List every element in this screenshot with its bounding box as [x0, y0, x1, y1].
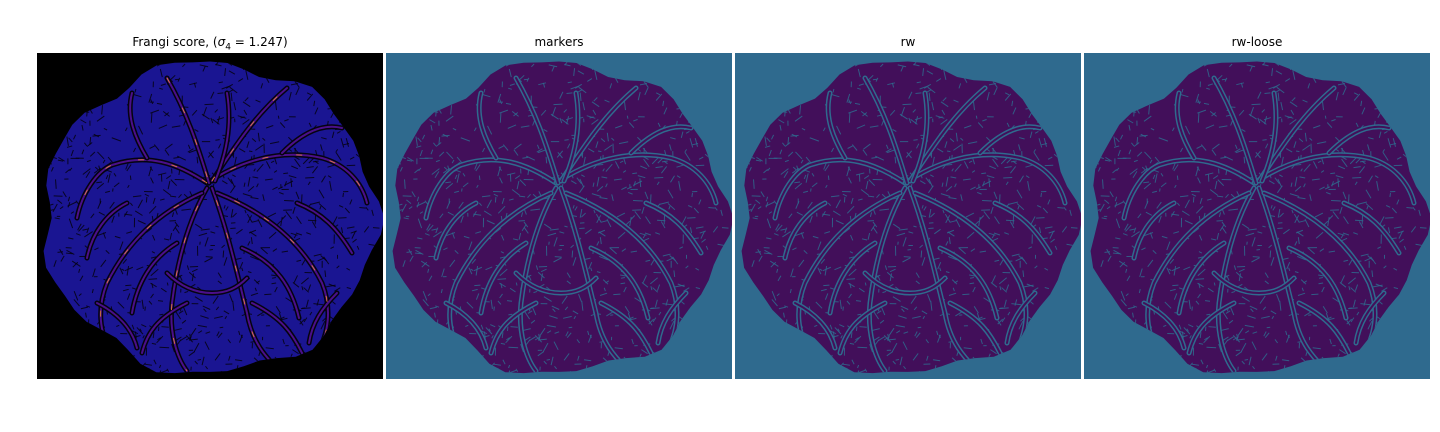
- markers-image: [386, 53, 732, 379]
- title-prefix: Frangi score, (: [132, 35, 218, 49]
- title-symbol: σ: [217, 35, 226, 49]
- panel-markers: markers: [386, 35, 732, 379]
- panel-rw-loose: rw-loose: [1084, 35, 1430, 379]
- panel-title-rw: rw: [900, 35, 916, 49]
- title-subscript: 4: [225, 42, 231, 53]
- rw-image: [735, 53, 1081, 379]
- panel-title-markers: markers: [534, 35, 584, 49]
- frangi-score-image: [37, 53, 383, 379]
- panel-title-rw-loose: rw-loose: [1231, 35, 1283, 49]
- rw-loose-image: [1084, 53, 1430, 379]
- title-suffix: = 1.247): [230, 35, 288, 49]
- panel-rw: rw: [735, 35, 1081, 379]
- panel-frangi: Frangi score, (σ4 = 1.247): [37, 35, 383, 379]
- panel-title-frangi: Frangi score, (σ4 = 1.247): [37, 35, 383, 52]
